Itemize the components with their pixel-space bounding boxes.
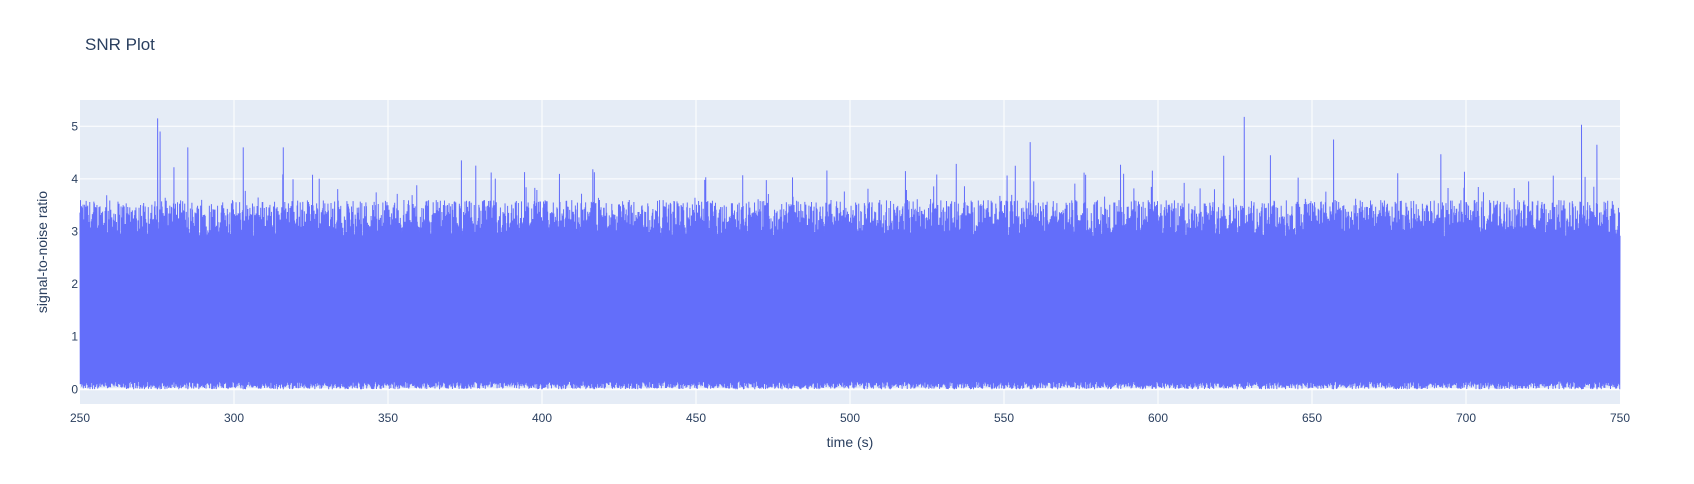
- x-tick-label: 250: [70, 411, 90, 425]
- axis-ticks: 250 300 350 400 450 500 550 600 650 700 750 0 1 2 3 4 5: [70, 119, 1630, 425]
- x-tick-label: 500: [840, 411, 860, 425]
- snr-series-line: [79, 116, 1621, 390]
- x-tick-label: 550: [994, 411, 1014, 425]
- x-axis-title: time (s): [827, 434, 874, 450]
- y-tick-label: 2: [71, 277, 78, 291]
- x-tick-label: 700: [1456, 411, 1476, 425]
- y-tick-label: 3: [71, 224, 78, 238]
- x-tick-label: 300: [224, 411, 244, 425]
- y-tick-label: 4: [71, 172, 78, 186]
- x-tick-label: 650: [1302, 411, 1322, 425]
- x-tick-label: 350: [378, 411, 398, 425]
- plot-area: [79, 116, 1621, 390]
- y-tick-label: 1: [71, 330, 78, 344]
- y-tick-label: 0: [71, 382, 78, 396]
- x-tick-label: 450: [686, 411, 706, 425]
- x-tick-label: 400: [532, 411, 552, 425]
- y-tick-label: 5: [71, 119, 78, 133]
- x-tick-label: 600: [1148, 411, 1168, 425]
- x-tick-label: 750: [1610, 411, 1630, 425]
- chart-title: SNR Plot: [85, 35, 155, 54]
- y-axis-title: signal-to-noise ratio: [34, 191, 50, 313]
